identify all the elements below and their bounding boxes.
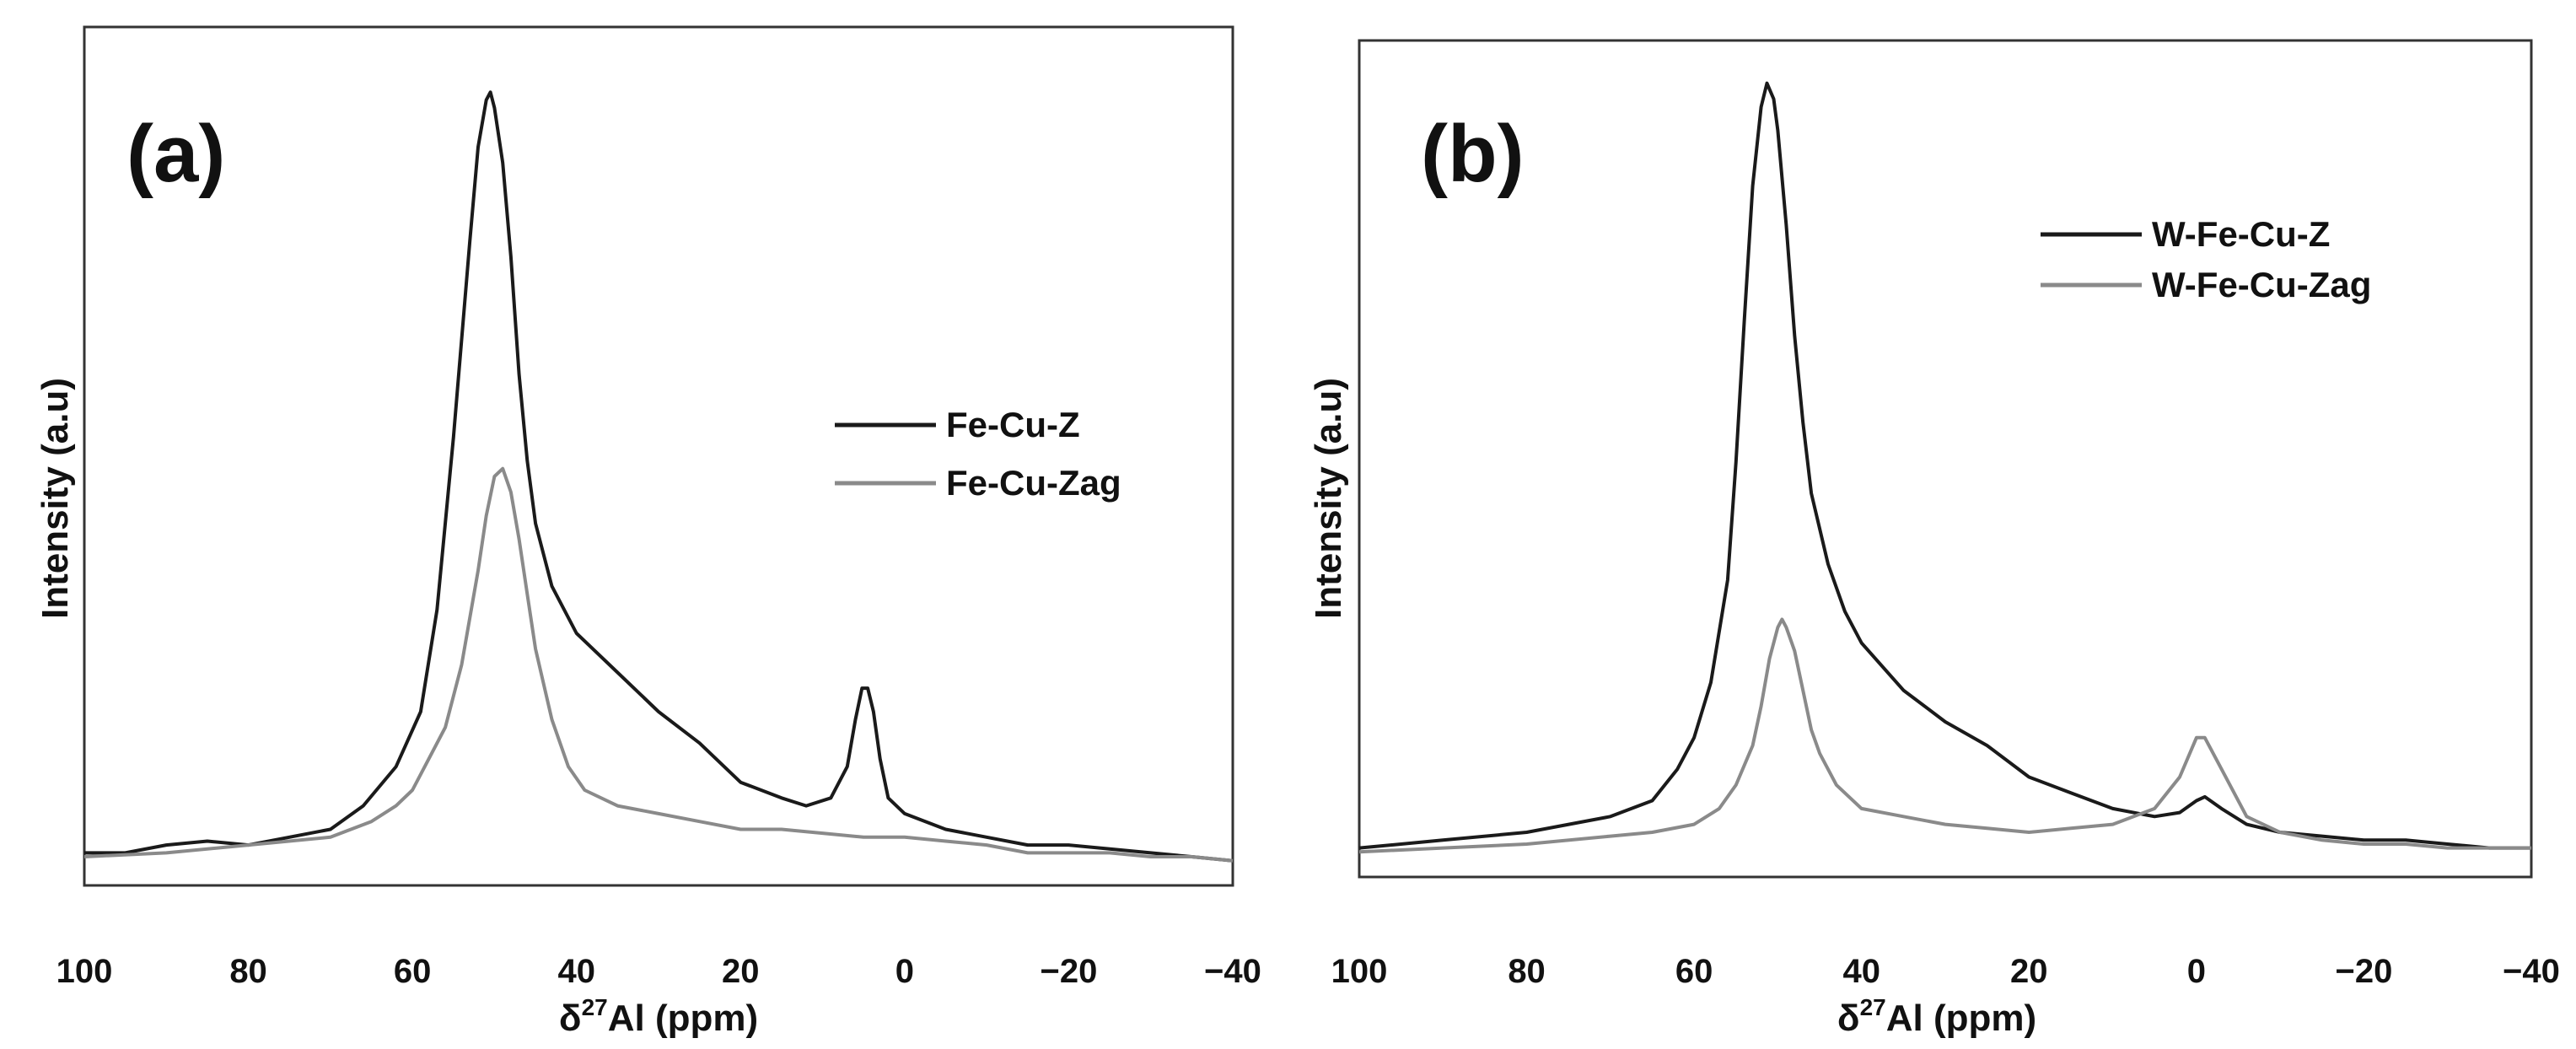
panel-b: (b) Intensity (a.u) δ27Al (ppm) 100 80 60 4… bbox=[1308, 39, 2560, 1039]
x-tick-label: 60 bbox=[1675, 953, 1713, 990]
x-axis-title-sup-b: 27 bbox=[1860, 994, 1886, 1020]
y-axis-title-b: Intensity (a.u) bbox=[1308, 378, 1349, 619]
x-axis-title-rest-b: Al (ppm) bbox=[1886, 998, 2036, 1039]
x-tick-label: 80 bbox=[229, 953, 267, 990]
x-tick-label: −40 bbox=[1204, 953, 1261, 990]
x-tick-label: 0 bbox=[2187, 953, 2206, 990]
legend-label-w-fe-cu-z: W-Fe-Cu-Z bbox=[2152, 214, 2330, 254]
x-tick-label: 80 bbox=[1508, 953, 1546, 990]
series-line-fe-cu-z bbox=[84, 90, 1234, 863]
x-axis-title-sup-a: 27 bbox=[582, 994, 608, 1020]
x-tick-label: 40 bbox=[557, 953, 595, 990]
x-tick-label: −40 bbox=[2503, 953, 2560, 990]
x-axis-title-delta-b: δ bbox=[1837, 998, 1860, 1039]
x-tick-label: −20 bbox=[1040, 953, 1097, 990]
legend-label-w-fe-cu-zag: W-Fe-Cu-Zag bbox=[2152, 265, 2371, 304]
legend-label-fe-cu-zag: Fe-Cu-Zag bbox=[946, 463, 1121, 503]
x-tick-label: 100 bbox=[1331, 953, 1388, 990]
x-tick-label: −20 bbox=[2335, 953, 2392, 990]
legend-label-fe-cu-z: Fe-Cu-Z bbox=[946, 405, 1080, 444]
series-group-b bbox=[1358, 81, 2531, 854]
series-line-fe-cu-zag bbox=[83, 466, 1234, 863]
legend-a: Fe-Cu-Z Fe-Cu-Zag bbox=[835, 405, 1121, 503]
x-ticks-a: 100 80 60 40 20 0 −20 −40 bbox=[56, 953, 1261, 990]
series-line-w-fe-cu-zag bbox=[1358, 617, 2531, 854]
legend-b: W-Fe-Cu-Z W-Fe-Cu-Zag bbox=[2041, 214, 2371, 304]
series-line-w-fe-cu-z bbox=[1358, 81, 2531, 850]
y-axis-title-a: Intensity (a.u) bbox=[35, 378, 76, 619]
panel-a: (a) Intensity (a.u) δ27Al (ppm) 100 80 60 4… bbox=[35, 25, 1261, 1039]
x-axis-title-delta-a: δ bbox=[559, 998, 582, 1039]
plot-frame-b bbox=[1358, 39, 2533, 879]
x-tick-label: 0 bbox=[895, 953, 914, 990]
plot-frame-a bbox=[83, 25, 1234, 887]
panel-label-a: (a) bbox=[126, 109, 225, 199]
x-tick-label: 20 bbox=[722, 953, 760, 990]
x-axis-title-b: δ27Al (ppm) bbox=[1837, 994, 2036, 1039]
series-group-a bbox=[83, 90, 1234, 863]
x-tick-label: 20 bbox=[2010, 953, 2048, 990]
x-tick-label: 40 bbox=[1842, 953, 1880, 990]
x-tick-label: 100 bbox=[56, 953, 113, 990]
x-axis-title-rest-a: Al (ppm) bbox=[608, 998, 758, 1039]
x-tick-label: 60 bbox=[394, 953, 432, 990]
x-ticks-b: 100 80 60 40 20 0 −20 −40 bbox=[1331, 953, 2560, 990]
panel-label-b: (b) bbox=[1421, 109, 1525, 199]
x-axis-title-a: δ27Al (ppm) bbox=[559, 994, 758, 1039]
